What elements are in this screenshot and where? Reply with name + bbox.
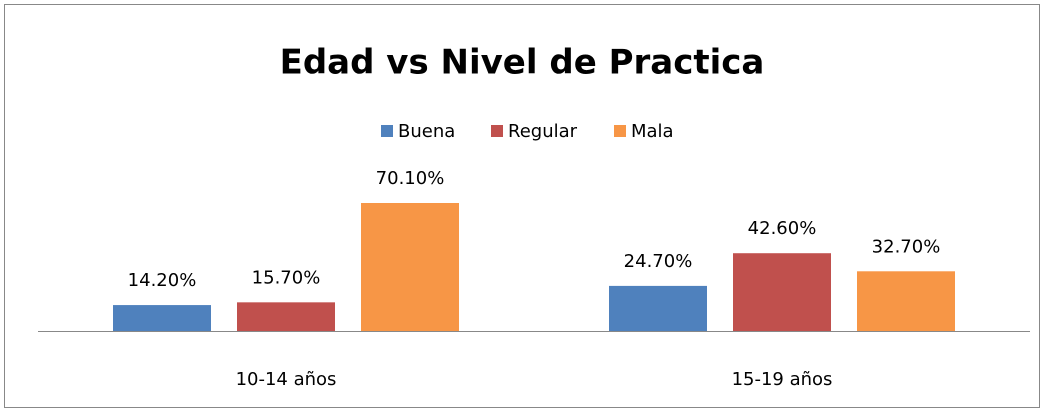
data-label: 24.70%: [624, 251, 693, 272]
chart-frame: [4, 4, 1040, 408]
data-label: 32.70%: [872, 236, 941, 257]
bar: [609, 285, 707, 331]
legend-swatch: [614, 125, 626, 137]
data-label: 15.70%: [252, 267, 321, 288]
data-label: 14.20%: [128, 270, 197, 291]
x-tick-label: 15-19 años: [732, 369, 833, 390]
legend-swatch: [491, 125, 503, 137]
x-tick-label: 10-14 años: [236, 369, 337, 390]
bar: [733, 253, 831, 331]
legend-label: Mala: [631, 121, 674, 142]
chart-title: Edad vs Nivel de Practica: [280, 43, 765, 83]
legend-label: Buena: [398, 121, 455, 142]
bar: [361, 203, 459, 331]
bar: [113, 305, 211, 331]
legend-swatch: [381, 125, 393, 137]
bar: [857, 271, 955, 331]
legend-label: Regular: [508, 121, 578, 142]
data-label: 42.60%: [748, 218, 817, 239]
bar: [237, 302, 335, 331]
data-label: 70.10%: [376, 168, 445, 189]
